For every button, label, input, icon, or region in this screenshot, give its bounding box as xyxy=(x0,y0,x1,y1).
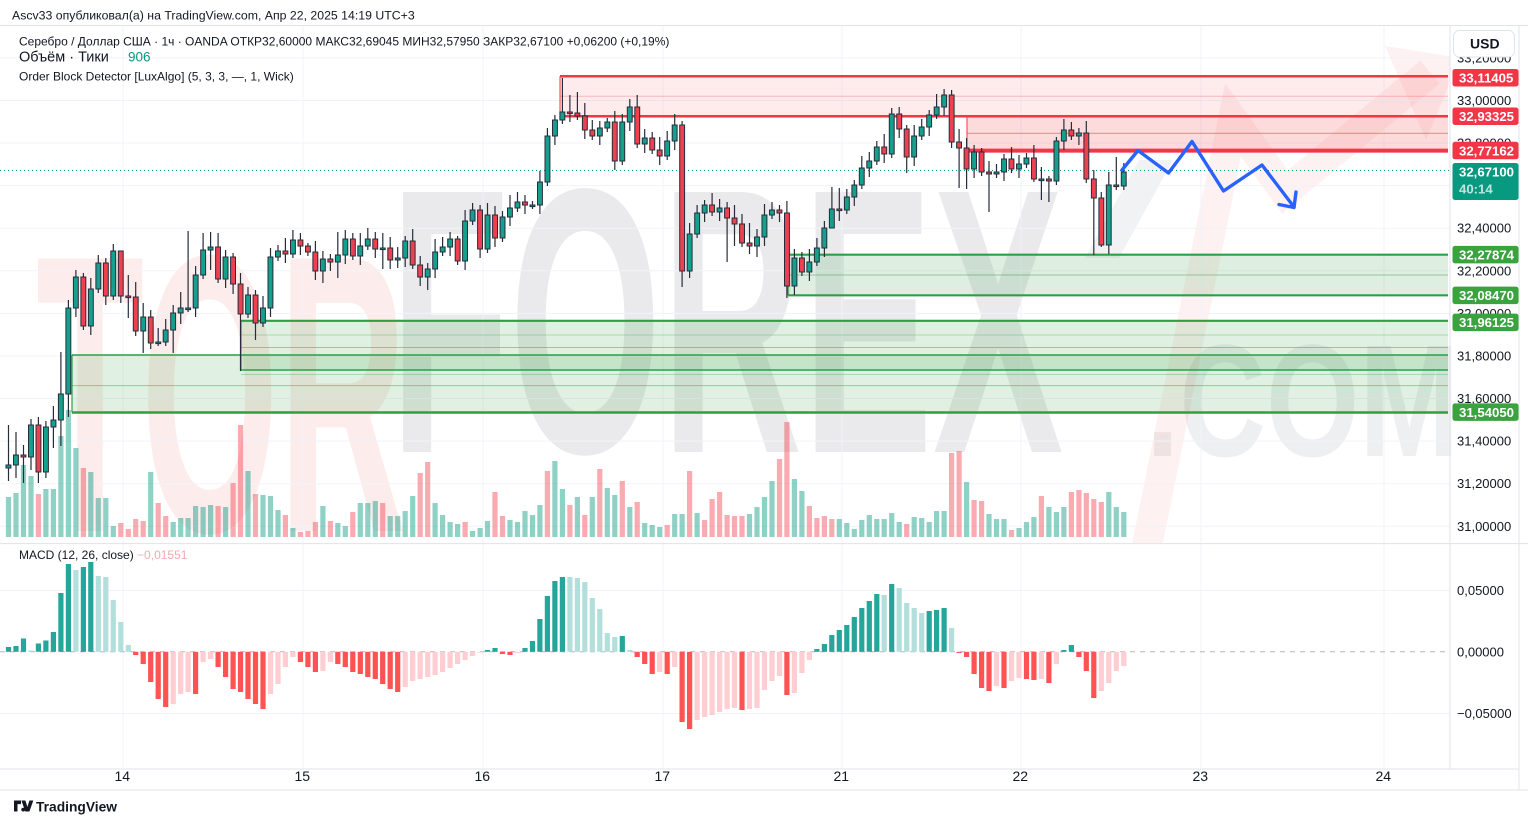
svg-text:23: 23 xyxy=(1193,768,1209,784)
svg-text:Серебро / Доллар США · 1ч · OA: Серебро / Доллар США · 1ч · OANDA ОТКР32… xyxy=(19,34,669,48)
svg-text:TradingView: TradingView xyxy=(36,800,117,815)
svg-text:32,40000: 32,40000 xyxy=(1457,221,1511,236)
svg-text:31,20000: 31,20000 xyxy=(1457,476,1511,491)
svg-text:31,00000: 31,00000 xyxy=(1457,519,1511,534)
svg-text:−0,05000: −0,05000 xyxy=(1457,706,1512,721)
svg-text:32,77162: 32,77162 xyxy=(1459,143,1514,158)
svg-text:14: 14 xyxy=(115,768,131,784)
svg-text:32,93325: 32,93325 xyxy=(1459,109,1514,124)
svg-text:0,05000: 0,05000 xyxy=(1457,583,1504,598)
svg-text:21: 21 xyxy=(834,768,850,784)
svg-text:906: 906 xyxy=(128,49,151,64)
svg-text:15: 15 xyxy=(295,768,311,784)
svg-text:33,00000: 33,00000 xyxy=(1457,93,1511,108)
svg-text:16: 16 xyxy=(475,768,491,784)
svg-text:32,67100: 32,67100 xyxy=(1459,165,1514,180)
svg-text:24: 24 xyxy=(1376,768,1392,784)
svg-text:31,40000: 31,40000 xyxy=(1457,434,1511,449)
svg-text:0,00000: 0,00000 xyxy=(1457,644,1504,659)
svg-text:USD: USD xyxy=(1470,36,1500,52)
svg-text:22: 22 xyxy=(1013,768,1029,784)
svg-text:17: 17 xyxy=(655,768,671,784)
svg-text:31,60000: 31,60000 xyxy=(1457,391,1511,406)
svg-text:Order Block Detector [LuxAlgo]: Order Block Detector [LuxAlgo] (5, 3, 3,… xyxy=(19,70,294,84)
svg-text:31,96125: 31,96125 xyxy=(1459,315,1514,330)
svg-text:33,11405: 33,11405 xyxy=(1459,70,1513,85)
svg-text:40:14: 40:14 xyxy=(1459,182,1493,197)
svg-text:32,20000: 32,20000 xyxy=(1457,263,1511,278)
svg-text:.COM: .COM xyxy=(1146,311,1459,490)
svg-text:MACD (12, 26, close) −0,01551: MACD (12, 26, close) −0,01551 xyxy=(19,548,188,562)
svg-text:Объём · Тики: Объём · Тики xyxy=(19,49,109,65)
svg-text:31,54050: 31,54050 xyxy=(1459,405,1514,420)
svg-text:32,08470: 32,08470 xyxy=(1459,288,1514,303)
svg-text:Ascv33 опубликовал(а) на Tradi: Ascv33 опубликовал(а) на TradingView.com… xyxy=(12,9,415,23)
svg-text:32,27874: 32,27874 xyxy=(1459,247,1515,262)
svg-text:31,80000: 31,80000 xyxy=(1457,348,1511,363)
